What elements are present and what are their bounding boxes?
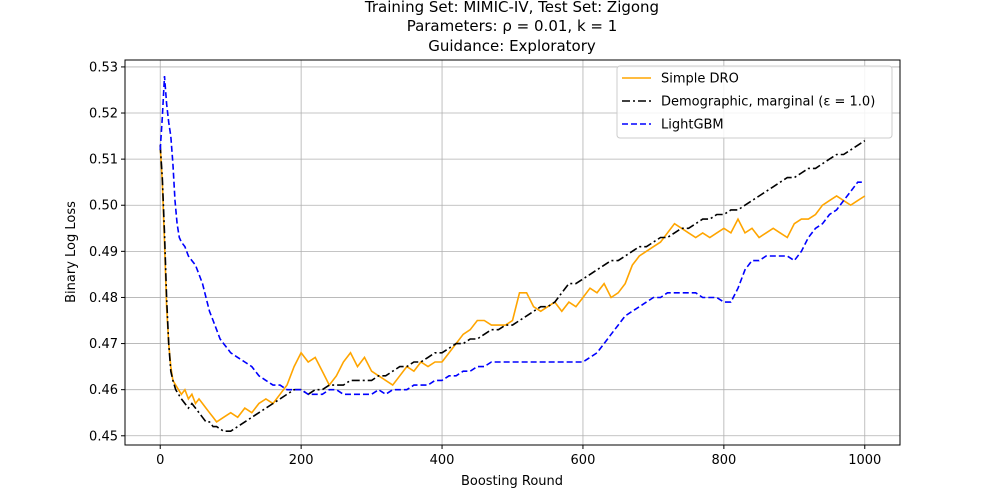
x-tick-label: 600: [571, 453, 596, 468]
axis-ticks: 0 200 400 600 800 1000 0.45 0.46 0.47 0.48 0.49 0.5…: [89, 60, 881, 468]
y-tick-label: 0.45: [89, 429, 118, 444]
x-axis-label: Boosting Round: [461, 474, 563, 489]
y-tick-label: 0.50: [89, 199, 118, 214]
x-tick-label: 400: [430, 453, 455, 468]
y-tick-label: 0.48: [89, 291, 118, 306]
title-line-3: Guidance: Exploratory: [428, 37, 596, 55]
axes-frame: [124, 59, 901, 446]
title-line-2: Parameters: ρ = 0.01, k = 1: [407, 17, 618, 35]
chart-title: Training Set: MIMIC-IV, Test Set: Zigong…: [364, 0, 659, 55]
y-tick-label: 0.49: [89, 245, 118, 260]
x-tick-label: 1000: [848, 453, 881, 468]
y-axis-label: Binary Log Loss: [64, 201, 79, 303]
legend-label-2: LightGBM: [661, 118, 724, 133]
series-line-2: [159, 76, 865, 396]
y-tick-label: 0.46: [89, 383, 118, 398]
legend-label-1: Demographic, marginal (ε = 1.0): [661, 95, 875, 110]
x-tick-label: 800: [711, 453, 736, 468]
y-tick-label: 0.53: [89, 60, 118, 75]
legend-box: [616, 65, 893, 139]
legend: Simple DRO Demographic, marginal (ε = 1.0…: [616, 65, 893, 139]
y-tick-label: 0.51: [89, 153, 118, 168]
title-line-1: Training Set: MIMIC-IV, Test Set: Zigong: [364, 0, 659, 16]
plot-area: [159, 76, 866, 432]
series-line-1: [159, 140, 866, 432]
series-line-0: [159, 145, 866, 423]
y-tick-label: 0.52: [89, 107, 118, 122]
x-tick-label: 0: [156, 453, 164, 468]
legend-label-0: Simple DRO: [661, 72, 739, 87]
x-tick-label: 200: [289, 453, 314, 468]
y-tick-label: 0.47: [89, 337, 118, 352]
